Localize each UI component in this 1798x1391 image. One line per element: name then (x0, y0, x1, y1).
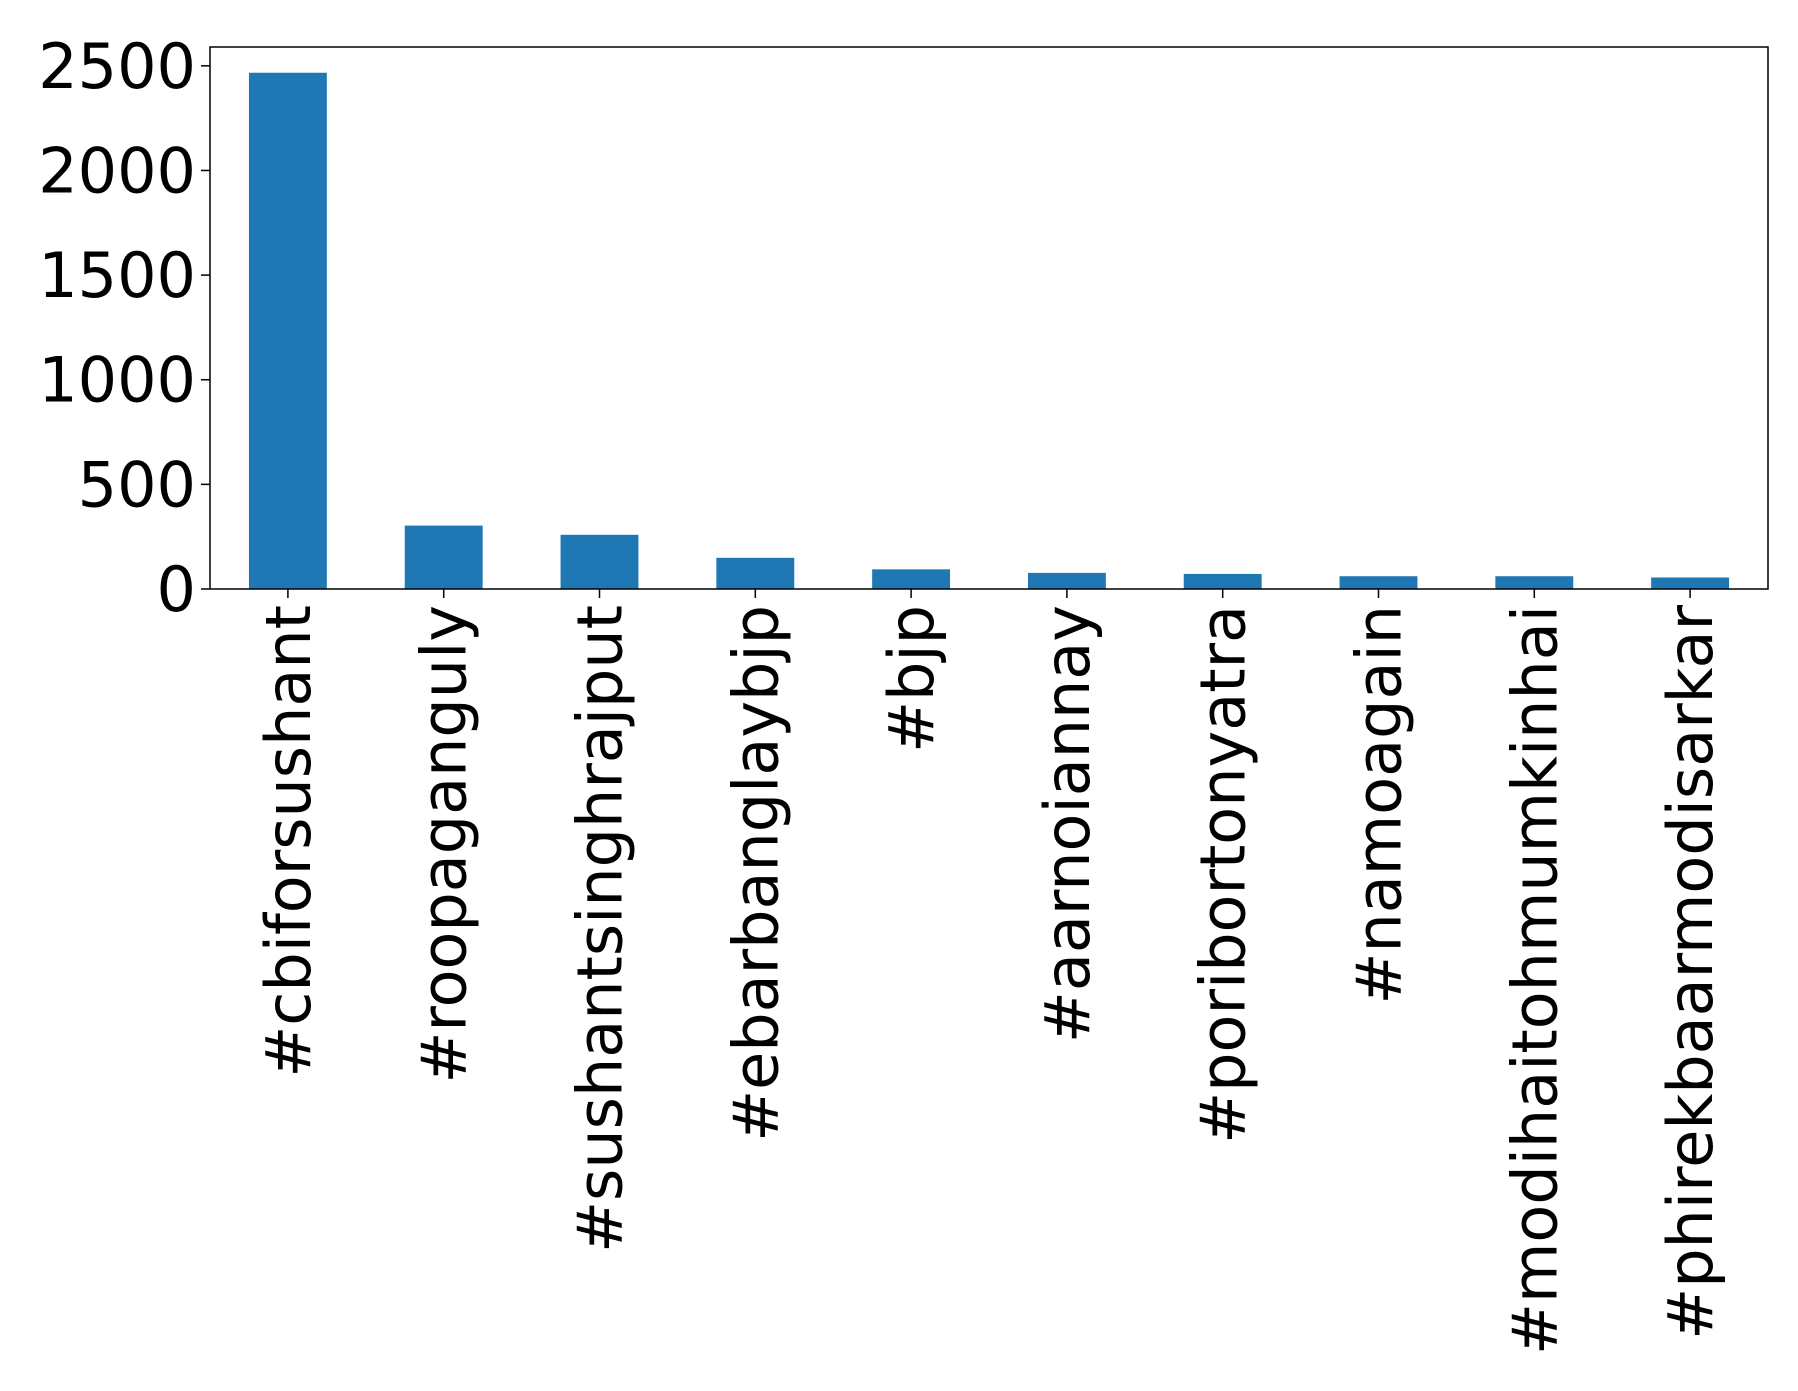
x-tick-label: #poribortonyatra (1187, 605, 1260, 1144)
bar (560, 534, 639, 589)
x-tick-label: #phirekbaarmodisarkar (1654, 605, 1727, 1340)
x-tick-label: #modihaitohmumkinhai (1498, 605, 1571, 1355)
bar (1339, 576, 1418, 589)
bar (1651, 577, 1730, 589)
y-tick-label: 0 (157, 553, 196, 626)
bar (1495, 576, 1574, 589)
bar (872, 569, 951, 589)
x-tick-label: #bjp (875, 605, 948, 753)
x-tick-label: #sushantsinghrajput (564, 605, 637, 1253)
y-tick-label: 2500 (38, 30, 196, 103)
bar (1027, 572, 1106, 589)
bar (248, 72, 327, 590)
y-tick-label: 1000 (38, 344, 196, 417)
bar (716, 557, 795, 589)
y-tick-label: 500 (78, 448, 196, 521)
bar (1183, 573, 1262, 589)
x-tick-label: #ebarbanglaybjp (719, 605, 792, 1142)
x-tick-label: #aarnoiannay (1031, 605, 1104, 1043)
x-tick-label: #namoagain (1343, 605, 1416, 1004)
y-tick-label: 2000 (38, 134, 196, 207)
x-tick-label: #roopaganguly (408, 605, 481, 1084)
bar (404, 525, 483, 589)
x-tick-label: #cbiforsushant (252, 605, 325, 1078)
plot-frame (209, 46, 1769, 590)
y-tick-label: 1500 (38, 239, 196, 312)
